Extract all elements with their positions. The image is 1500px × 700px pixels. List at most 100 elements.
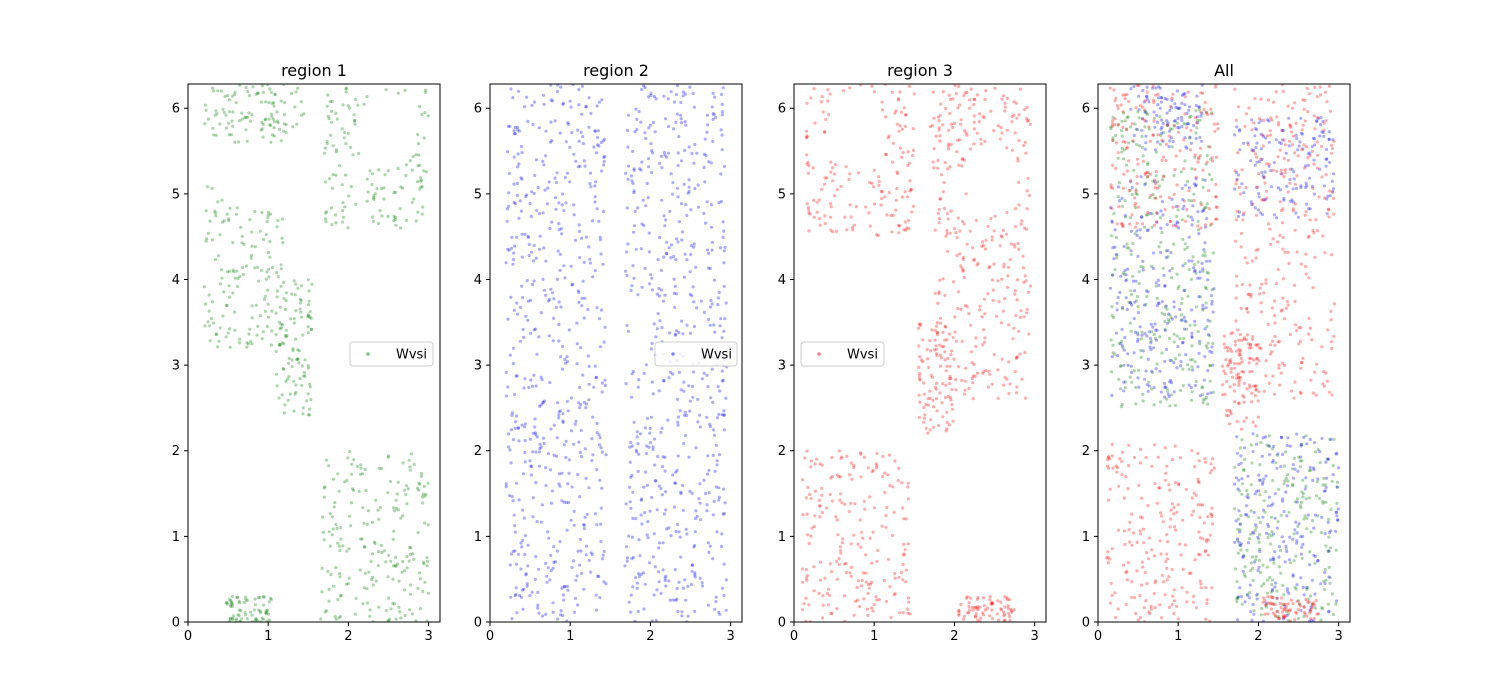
scatter-point <box>1317 195 1321 199</box>
scatter-point <box>370 182 374 187</box>
scatter-point <box>906 611 910 615</box>
scatter-point <box>272 104 276 108</box>
scatter-point <box>1176 130 1181 134</box>
scatter-point <box>1190 335 1194 340</box>
scatter-point <box>593 200 597 204</box>
scatter-point <box>524 194 528 199</box>
scatter-point <box>696 183 700 187</box>
scatter-point <box>1285 549 1289 554</box>
scatter-point <box>1203 457 1207 461</box>
scatter-point <box>1282 175 1286 179</box>
scatter-point <box>1326 194 1330 198</box>
scatter-point <box>1150 264 1154 269</box>
scatter-point <box>1222 369 1226 373</box>
scatter-point <box>905 226 909 230</box>
scatter-point <box>1028 284 1032 288</box>
scatter-point <box>1242 572 1246 576</box>
scatter-point <box>976 595 980 600</box>
scatter-point <box>1000 97 1004 101</box>
scatter-point <box>1224 358 1228 362</box>
scatter-point <box>578 164 582 168</box>
scatter-point <box>269 112 273 116</box>
scatter-point <box>1134 191 1138 196</box>
scatter-point <box>1302 107 1306 111</box>
scatter-point <box>958 229 962 233</box>
scatter-point <box>278 327 282 331</box>
scatter-point <box>357 489 361 493</box>
scatter-point <box>1275 115 1279 119</box>
scatter-point <box>231 241 235 245</box>
scatter-point <box>1106 555 1110 559</box>
scatter-point <box>720 148 724 152</box>
scatter-point <box>215 345 220 349</box>
scatter-point <box>1138 228 1142 232</box>
scatter-point <box>283 113 287 117</box>
scatter-point <box>1184 320 1188 324</box>
scatter-point <box>938 134 942 138</box>
scatter-point <box>1298 602 1302 606</box>
scatter-point <box>1283 604 1287 608</box>
scatter-point <box>1155 220 1159 224</box>
scatter-point <box>1184 145 1188 149</box>
scatter-point <box>1194 379 1198 384</box>
scatter-point <box>565 399 569 403</box>
series-1 <box>800 84 1032 622</box>
scatter-point <box>1323 489 1327 493</box>
scatter-point <box>1186 214 1190 218</box>
scatter-point <box>1265 443 1269 447</box>
scatter-point <box>1236 372 1241 376</box>
scatter-point <box>968 229 972 233</box>
scatter-point <box>665 252 669 256</box>
scatter-point <box>704 153 708 158</box>
scatter-point <box>509 87 513 91</box>
scatter-point <box>250 613 254 617</box>
scatter-point <box>631 264 635 268</box>
scatter-point <box>1281 296 1285 300</box>
scatter-point <box>1297 144 1301 148</box>
scatter-point <box>1331 196 1336 200</box>
scatter-point <box>284 335 288 339</box>
scatter-point <box>1146 175 1150 179</box>
scatter-point <box>1244 185 1248 190</box>
scatter-point <box>1159 390 1163 394</box>
scatter-point <box>1329 318 1333 322</box>
scatter-point <box>948 231 952 235</box>
scatter-point <box>1118 199 1122 203</box>
scatter-point <box>1183 543 1188 547</box>
scatter-point <box>1158 369 1162 373</box>
scatter-point <box>1165 142 1169 146</box>
scatter-point <box>361 602 365 606</box>
scatter-point <box>412 557 416 562</box>
scatter-point <box>1160 230 1164 235</box>
scatter-point <box>1312 553 1316 557</box>
scatter-point <box>541 93 546 97</box>
scatter-point <box>898 611 902 615</box>
scatter-point <box>212 321 216 325</box>
scatter-point <box>1271 532 1276 536</box>
scatter-point <box>238 619 242 622</box>
scatter-point <box>237 601 241 605</box>
scatter-point <box>893 459 897 463</box>
scatter-point <box>630 284 634 288</box>
scatter-point <box>1238 528 1242 532</box>
scatter-point <box>285 334 289 338</box>
scatter-point <box>897 129 901 133</box>
scatter-point <box>505 207 509 211</box>
scatter-point <box>851 228 855 232</box>
scatter-point <box>1311 286 1315 290</box>
scatter-point <box>1282 593 1286 597</box>
scatter-point <box>963 303 968 308</box>
scatter-point <box>558 268 562 272</box>
scatter-point <box>1194 116 1198 120</box>
scatter-point <box>663 153 667 157</box>
scatter-point <box>1256 415 1260 419</box>
scatter-point <box>1168 269 1172 273</box>
scatter-point <box>883 491 887 495</box>
scatter-point <box>1253 134 1257 138</box>
scatter-point <box>1131 531 1136 535</box>
scatter-point <box>1287 261 1291 266</box>
scatter-point <box>253 209 257 214</box>
scatter-point <box>671 473 675 477</box>
scatter-point <box>1296 524 1300 529</box>
scatter-point <box>1236 537 1240 541</box>
